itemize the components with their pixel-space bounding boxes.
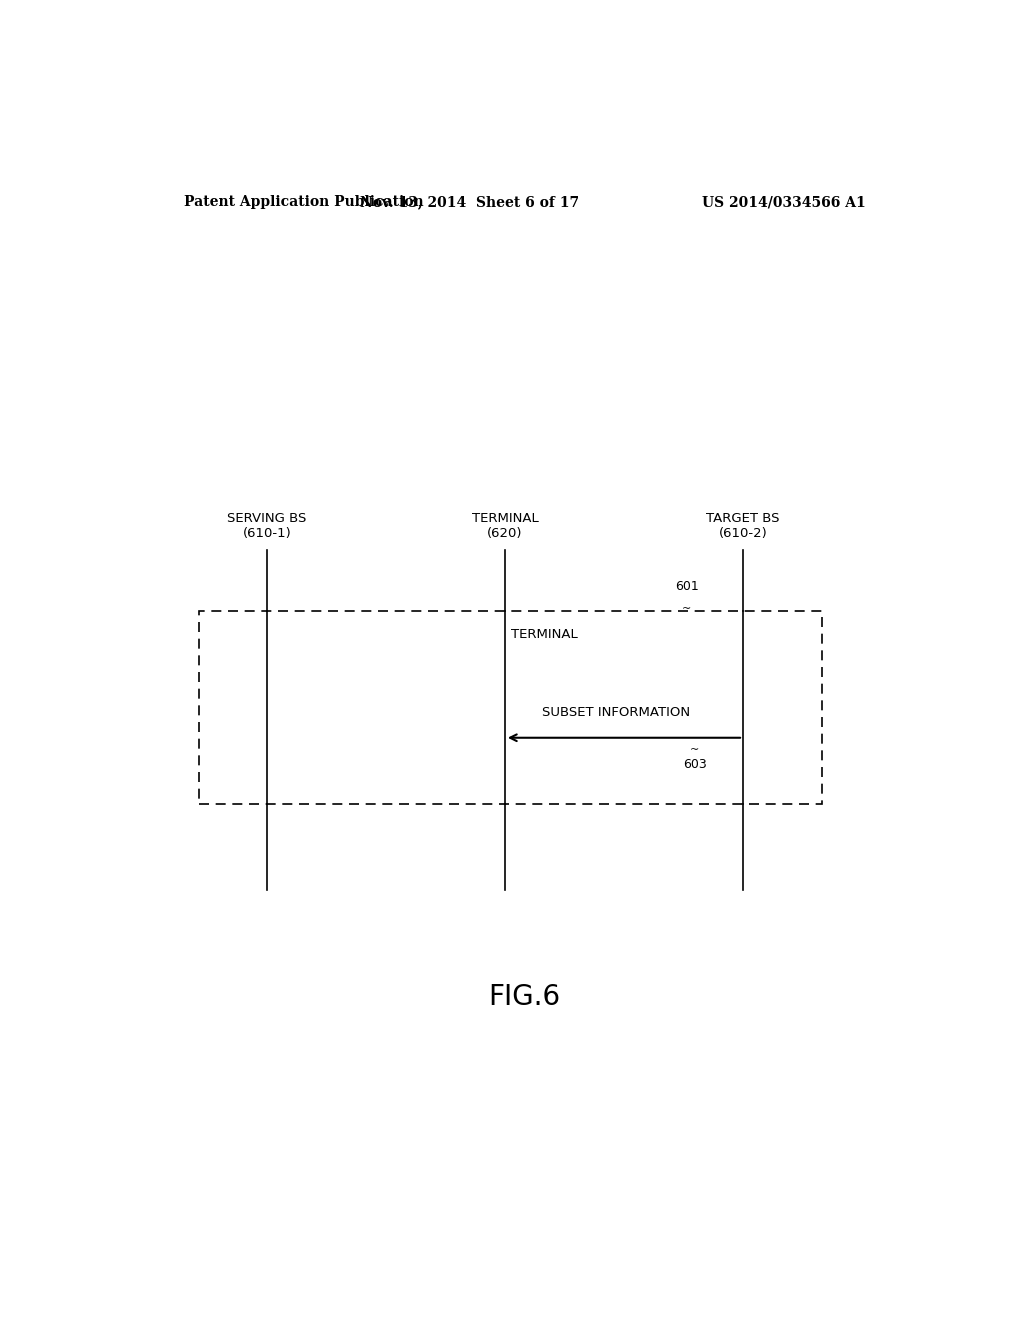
Text: TERMINAL: TERMINAL [511, 628, 579, 642]
Text: US 2014/0334566 A1: US 2014/0334566 A1 [702, 195, 866, 209]
Text: FIG.6: FIG.6 [488, 983, 561, 1011]
Text: TARGET BS
(610-2): TARGET BS (610-2) [707, 512, 780, 540]
Text: SUBSET INFORMATION: SUBSET INFORMATION [542, 706, 690, 719]
Text: TERMINAL
(620): TERMINAL (620) [472, 512, 539, 540]
Bar [200, 611, 822, 804]
Text: Nov. 13, 2014  Sheet 6 of 17: Nov. 13, 2014 Sheet 6 of 17 [359, 195, 579, 209]
Text: 603: 603 [684, 758, 708, 771]
Text: ~: ~ [690, 744, 699, 755]
Text: ~: ~ [682, 603, 691, 614]
Text: 601: 601 [676, 581, 699, 594]
Text: Patent Application Publication: Patent Application Publication [183, 195, 423, 209]
Text: SERVING BS
(610-1): SERVING BS (610-1) [227, 512, 306, 540]
